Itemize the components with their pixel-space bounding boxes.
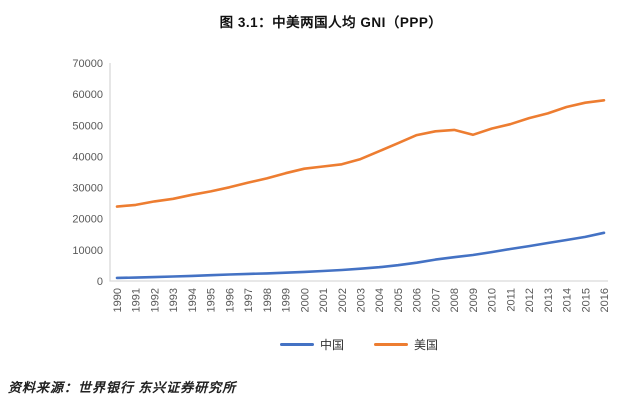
svg-text:2006: 2006 — [412, 288, 424, 312]
svg-text:2005: 2005 — [393, 288, 405, 312]
chart-svg: 0 10000 20000 30000 40000 50000 60000 70000 1990… — [72, 58, 611, 312]
svg-text:70000: 70000 — [72, 58, 103, 70]
svg-text:1996: 1996 — [224, 288, 236, 312]
china-line-swatch — [279, 343, 314, 346]
svg-text:1997: 1997 — [243, 288, 255, 312]
svg-text:2014: 2014 — [562, 288, 574, 312]
svg-text:0: 0 — [97, 276, 103, 288]
svg-text:1990: 1990 — [112, 288, 124, 312]
svg-text:10000: 10000 — [72, 245, 103, 257]
legend-item-china: 中国 — [279, 336, 344, 353]
svg-text:1992: 1992 — [149, 288, 161, 312]
svg-text:1993: 1993 — [168, 288, 180, 312]
svg-text:1991: 1991 — [131, 288, 143, 312]
svg-text:2016: 2016 — [599, 288, 611, 312]
svg-text:1999: 1999 — [281, 288, 293, 312]
svg-text:2004: 2004 — [374, 288, 386, 312]
svg-text:2010: 2010 — [487, 288, 499, 312]
legend-label-china: 中国 — [319, 338, 344, 352]
svg-text:60000: 60000 — [72, 89, 103, 101]
svg-text:2008: 2008 — [449, 288, 461, 312]
svg-text:40000: 40000 — [72, 151, 103, 163]
svg-text:2015: 2015 — [580, 288, 592, 312]
svg-text:1995: 1995 — [206, 288, 218, 312]
legend-label-us: 美国 — [414, 338, 439, 352]
svg-text:1994: 1994 — [187, 288, 199, 312]
svg-text:2001: 2001 — [318, 288, 330, 312]
svg-text:50000: 50000 — [72, 120, 103, 132]
svg-text:30000: 30000 — [72, 183, 103, 195]
svg-text:2013: 2013 — [543, 288, 555, 312]
svg-text:2012: 2012 — [524, 288, 536, 312]
us-line-swatch — [374, 343, 408, 346]
source-note: 资料来源：世界银行 东兴证券研究所 — [8, 380, 237, 395]
legend-item-us: 美国 — [374, 336, 438, 353]
svg-text:2009: 2009 — [468, 288, 480, 312]
chart-title: 图 3.1：中美两国人均 GNI（PPP） — [219, 15, 443, 30]
svg-text:20000: 20000 — [72, 214, 103, 226]
svg-text:1998: 1998 — [262, 288, 274, 312]
svg-text:2007: 2007 — [430, 288, 442, 312]
svg-text:2000: 2000 — [299, 288, 311, 312]
svg-text:2002: 2002 — [337, 288, 349, 312]
chart-legend: 中国 美国 — [110, 336, 608, 353]
svg-text:2003: 2003 — [356, 288, 368, 312]
svg-text:2011: 2011 — [505, 288, 517, 312]
